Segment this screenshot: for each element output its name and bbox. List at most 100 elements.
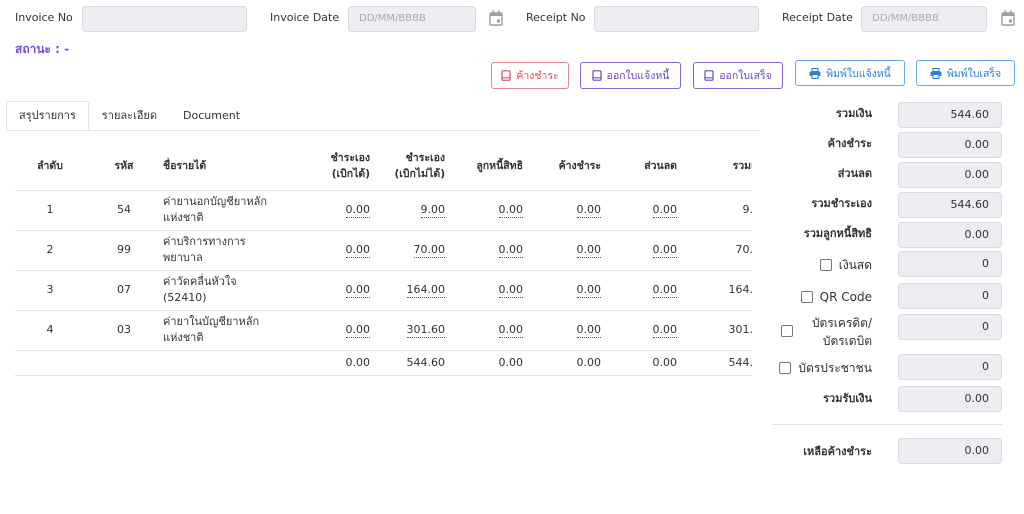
row-name-line1: ค่ายานอกบัญชียาหลัก	[163, 195, 268, 209]
tab-bar: สรุปรายการ รายละเอียด Document	[6, 101, 253, 131]
card-checkbox[interactable]	[781, 325, 793, 337]
issue-receipt-button[interactable]: ออกใบเสร็จ	[693, 62, 783, 89]
print-receipt-button[interactable]: พิมพ์ใบเสร็จ	[916, 60, 1015, 86]
cash-checkbox[interactable]	[819, 259, 832, 271]
table-header-row: ลำดับ รหัส ชื่อรายได้ ชำระเอง (เบิกได้) ช…	[15, 143, 752, 191]
row-code: 99	[85, 230, 163, 271]
self-reimb-editable[interactable]: 0.00	[345, 323, 370, 339]
invoice-no-field[interactable]	[82, 6, 247, 32]
book-icon	[591, 70, 602, 81]
receipt-date-label: Receipt Date	[782, 11, 853, 24]
self-reimb-editable[interactable]: 0.00	[345, 203, 370, 219]
col-name-header: ชื่อรายได้	[163, 143, 303, 191]
self-reimb-editable[interactable]: 0.00	[345, 283, 370, 299]
outstanding-button[interactable]: ค้างชำระ	[491, 62, 569, 89]
row-outstanding: 0.00	[531, 190, 609, 231]
row-debtor: 0.00	[453, 270, 531, 311]
total-self-reimb: 0.00	[303, 350, 378, 376]
sum-outstanding-field: 0.00	[898, 132, 1002, 158]
receipt-no-field[interactable]	[594, 6, 759, 32]
row-total: 301.60	[685, 310, 752, 351]
sum-self-paid-field: 544.60	[898, 192, 1002, 218]
calendar-icon[interactable]	[1001, 10, 1015, 26]
total-blank	[15, 350, 85, 376]
debtor-editable[interactable]: 0.00	[498, 243, 523, 259]
col-self-reimb-header: ชำระเอง (เบิกได้)	[303, 143, 378, 191]
col-seq-header: ลำดับ	[15, 143, 85, 191]
row-name: ค่าบริการทางการ พยาบาล	[163, 230, 303, 271]
row-name-line1: ค่าวัดคลื่นหัวใจ	[163, 275, 237, 289]
id-card-amount-field[interactable]: 0	[898, 354, 1002, 380]
col-total-header: รวมเงิน	[685, 143, 752, 191]
row-discount: 0.00	[609, 230, 685, 271]
calendar-icon[interactable]	[489, 10, 503, 26]
card-label-line2: บัตรเดบิต	[822, 334, 872, 348]
outstanding-editable[interactable]: 0.00	[576, 243, 601, 259]
col-discount-header: ส่วนลด	[609, 143, 685, 191]
print-invoice-button[interactable]: พิมพ์ใบแจ้งหนี้	[795, 60, 905, 86]
table-row: 1 54 ค่ายานอกบัญชียาหลัก แห่งชาติ 0.00 9.…	[15, 190, 752, 231]
receipt-date-field[interactable]: DD/MM/BBBB	[861, 6, 987, 32]
tab-summary[interactable]: สรุปรายการ	[6, 101, 89, 131]
outstanding-editable[interactable]: 0.00	[576, 203, 601, 219]
invoice-date-field[interactable]: DD/MM/BBBB	[348, 6, 476, 32]
row-total: 70.00	[685, 230, 752, 271]
row-outstanding: 0.00	[531, 270, 609, 311]
sum-discount-label: ส่วนลด	[837, 167, 872, 180]
row-code: 54	[85, 190, 163, 231]
row-self-reimb: 0.00	[303, 190, 378, 231]
self-nonreimb-editable[interactable]: 301.60	[406, 323, 445, 339]
print-invoice-button-label: พิมพ์ใบแจ้งหนี้	[826, 67, 891, 80]
self-nonreimb-editable[interactable]: 164.00	[406, 283, 445, 299]
table-row: 2 99 ค่าบริการทางการ พยาบาล 0.00 70.00 0.…	[15, 230, 752, 271]
debtor-editable[interactable]: 0.00	[498, 203, 523, 219]
issue-invoice-button[interactable]: ออกใบแจ้งหนี้	[580, 62, 681, 89]
row-debtor: 0.00	[453, 230, 531, 271]
col-debtor-header: ลูกหนี้สิทธิ	[453, 143, 531, 191]
col-self-nonreimb-header-line2: (เบิกไม่ได้)	[394, 168, 445, 181]
total-self-nonreimb: 544.60	[378, 350, 453, 376]
row-name-line2: พยาบาล	[163, 251, 203, 264]
row-code: 07	[85, 270, 163, 311]
tab-details[interactable]: รายละเอียด	[101, 109, 158, 122]
id-card-label: บัตรประชาชน	[798, 361, 872, 375]
self-reimb-editable[interactable]: 0.00	[345, 243, 370, 259]
tab-document[interactable]: Document	[183, 109, 241, 122]
discount-editable[interactable]: 0.00	[652, 203, 677, 219]
discount-editable[interactable]: 0.00	[652, 323, 677, 339]
row-total: 164.00	[685, 270, 752, 311]
cash-amount-field[interactable]: 0	[898, 251, 1002, 277]
self-nonreimb-editable[interactable]: 70.00	[413, 243, 445, 259]
outstanding-editable[interactable]: 0.00	[576, 283, 601, 299]
row-discount: 0.00	[609, 190, 685, 231]
row-outstanding: 0.00	[531, 230, 609, 271]
col-code-header: รหัส	[85, 143, 163, 191]
qr-checkbox[interactable]	[800, 291, 813, 303]
printer-icon	[809, 67, 821, 79]
sum-received-field: 0.00	[898, 386, 1002, 412]
col-outstanding-header: ค้างชำระ	[531, 143, 609, 191]
debtor-editable[interactable]: 0.00	[498, 283, 523, 299]
card-amount-field[interactable]: 0	[898, 314, 1002, 340]
row-discount: 0.00	[609, 270, 685, 311]
table-total-row: 0.00 544.60 0.00 0.00 0.00 544.60	[15, 350, 752, 376]
invoice-no-label: Invoice No	[15, 11, 73, 24]
invoice-date-label: Invoice Date	[270, 11, 340, 24]
discount-editable[interactable]: 0.00	[652, 243, 677, 259]
outstanding-editable[interactable]: 0.00	[576, 323, 601, 339]
row-self-nonreimb: 9.00	[378, 190, 453, 231]
qr-amount-field[interactable]: 0	[898, 283, 1002, 309]
row-code: 03	[85, 310, 163, 351]
summary-table-container[interactable]: ลำดับ รหัส ชื่อรายได้ ชำระเอง (เบิกได้) ช…	[15, 143, 752, 378]
table-row: 3 07 ค่าวัดคลื่นหัวใจ (52410) 0.00 164.00…	[15, 270, 752, 311]
total-debtor: 0.00	[453, 350, 531, 376]
col-self-nonreimb-header: ชำระเอง (เบิกไม่ได้)	[378, 143, 453, 191]
id-card-checkbox[interactable]	[779, 362, 792, 374]
row-discount: 0.00	[609, 310, 685, 351]
book-icon	[704, 70, 714, 81]
summary-table: ลำดับ รหัส ชื่อรายได้ ชำระเอง (เบิกได้) ช…	[15, 143, 752, 376]
self-nonreimb-editable[interactable]: 9.00	[420, 203, 445, 219]
print-receipt-button-label: พิมพ์ใบเสร็จ	[946, 67, 1002, 80]
discount-editable[interactable]: 0.00	[652, 283, 677, 299]
debtor-editable[interactable]: 0.00	[498, 323, 523, 339]
